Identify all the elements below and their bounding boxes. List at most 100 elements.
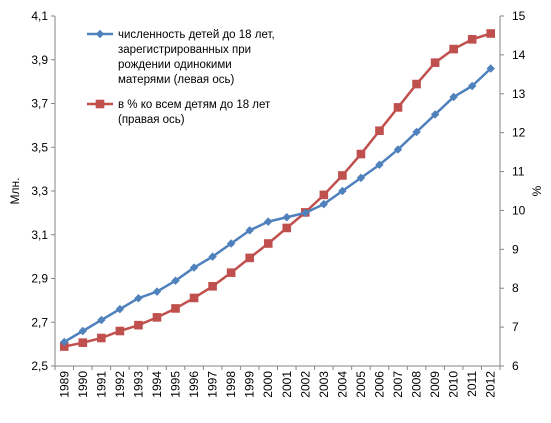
left-tick-label: 2,5: [31, 359, 48, 373]
legend-marker: [95, 29, 105, 39]
x-tick-label: 2002: [298, 371, 312, 398]
data-point: [78, 326, 88, 336]
data-point: [449, 92, 458, 102]
left-tick-label: 3,7: [31, 97, 48, 111]
data-point: [263, 239, 273, 248]
data-point: [375, 126, 384, 136]
data-point: [467, 35, 477, 44]
right-tick-label: 10: [512, 203, 526, 217]
series-layer: [59, 29, 496, 351]
data-point: [301, 208, 310, 218]
data-point: [115, 326, 125, 336]
right-tick-label: 15: [512, 9, 526, 23]
data-point: [412, 79, 421, 89]
legend-label: (правая ось): [118, 114, 185, 126]
x-tick-label: 2011: [465, 371, 479, 397]
data-point: [245, 226, 254, 235]
data-point: [60, 337, 69, 347]
legend-marker: [95, 99, 105, 109]
x-tick-label: 2009: [428, 371, 442, 398]
legend-label: в % ко всем детям до 18 лет: [118, 99, 271, 111]
data-point: [226, 239, 236, 248]
left-tick-label: 2,7: [31, 315, 48, 329]
legend: численность детей до 18 лет, зарегистриро…: [87, 29, 275, 126]
x-tick-label: 2006: [372, 371, 386, 398]
data-point: [115, 304, 125, 314]
x-tick-label: 1996: [187, 371, 201, 398]
left-tick-label: 4,1: [31, 9, 48, 23]
x-tick-label: 2005: [354, 371, 368, 398]
data-point: [356, 149, 366, 159]
right-tick-label: 11: [512, 165, 525, 179]
series-line: [63, 67, 492, 344]
legend-label: матерями (левая ось): [118, 74, 234, 86]
data-point: [338, 171, 347, 180]
data-point: [208, 281, 217, 291]
left-tick-label: 2,9: [31, 272, 48, 286]
data-point: [486, 29, 496, 38]
data-point: [152, 313, 162, 322]
right-tick-label: 9: [512, 242, 519, 256]
data-point: [134, 320, 143, 330]
legend-label: численность детей до 18 лет,: [118, 29, 275, 41]
data-point: [375, 160, 384, 169]
data-point: [467, 81, 477, 91]
data-point: [412, 127, 421, 137]
legend-entry: численность детей до 18 лет, зарегистриро…: [87, 29, 275, 86]
left-tick-label: 3,9: [31, 53, 48, 67]
data-point: [264, 217, 273, 226]
x-tick-label: 2001: [280, 371, 294, 398]
data-point: [282, 223, 292, 233]
data-point: [356, 173, 366, 183]
series-percent: [59, 29, 496, 351]
x-tick-label: 1998: [224, 371, 238, 398]
data-point: [226, 268, 236, 277]
right-tick-label: 8: [512, 281, 519, 295]
x-tick-label: 1991: [94, 371, 108, 398]
x-tick-label: 2000: [261, 371, 275, 398]
data-point: [97, 315, 106, 325]
data-point: [208, 252, 217, 261]
left-tick-label: 3,1: [31, 228, 48, 242]
x-tick-label: 1990: [76, 371, 90, 398]
data-point: [393, 145, 403, 154]
data-point: [430, 110, 440, 119]
right-axis-title: %: [530, 185, 544, 196]
x-tick-label: 1994: [150, 371, 164, 398]
data-point: [282, 213, 291, 222]
legend-entry: в % ко всем детям до 18 лет (правая ось): [87, 99, 271, 126]
data-point: [430, 58, 440, 67]
data-point: [338, 186, 347, 196]
right-tick-label: 6: [512, 359, 519, 373]
data-point: [171, 304, 180, 313]
data-point: [245, 253, 254, 263]
x-tick-label: 2003: [317, 371, 331, 398]
data-point: [319, 190, 329, 200]
right-tick-label: 13: [512, 87, 526, 101]
right-tick-label: 12: [512, 126, 526, 140]
legend-label: рождении одинокими: [118, 59, 232, 71]
series-count-millions: [60, 64, 495, 347]
x-tick-label: 2010: [447, 371, 461, 398]
data-point: [134, 293, 143, 303]
data-point: [189, 263, 199, 272]
data-point: [97, 333, 106, 343]
x-tick-label: 1999: [243, 371, 257, 398]
left-axis-title: Млн.: [8, 178, 22, 205]
x-tick-label: 2004: [335, 371, 349, 398]
x-tick-label: 1989: [57, 371, 71, 398]
data-point: [171, 276, 180, 285]
data-point: [449, 44, 458, 54]
data-point: [189, 293, 199, 303]
left-tick-label: 3,5: [31, 140, 48, 154]
x-tick-label: 1992: [113, 371, 127, 398]
x-tick-label: 2008: [410, 371, 424, 398]
legend-label: зарегистрированных при: [118, 44, 251, 56]
data-point: [393, 103, 403, 112]
right-tick-label: 14: [512, 48, 526, 62]
x-tick-label: 1993: [131, 371, 145, 398]
left-tick-label: 3,3: [31, 184, 48, 198]
x-tick-label: 2007: [391, 371, 405, 398]
right-tick-label: 7: [512, 320, 519, 334]
